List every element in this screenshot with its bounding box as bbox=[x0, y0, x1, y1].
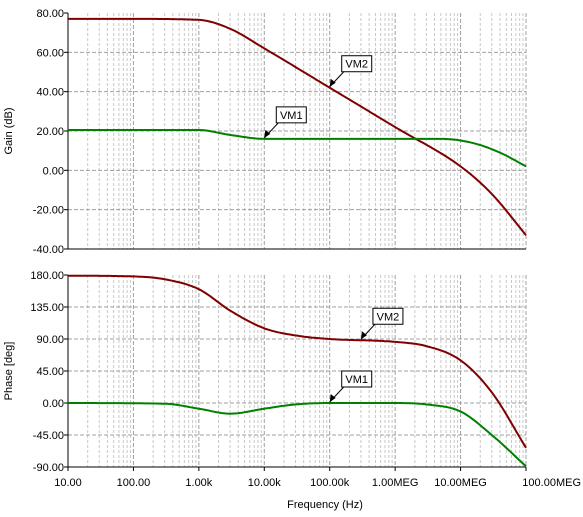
phase-series-vm2-line bbox=[68, 274, 527, 449]
gain-annotation-box bbox=[275, 106, 307, 124]
gain-y-tick-label: 40.00 bbox=[36, 87, 64, 99]
gain-y-tick-label: -20.00 bbox=[33, 205, 64, 217]
phase-y-tick-label: 135.00 bbox=[30, 302, 64, 314]
phase-annotation-box bbox=[372, 307, 404, 325]
gain-annotation-box bbox=[341, 55, 373, 73]
phase-y-tick-label: 0.00 bbox=[43, 398, 64, 410]
gain-panel: 80.00 60.00 40.00 20.00 0.00 -20.00 -40.00 Gain… bbox=[3, 8, 527, 256]
phase-y-tick-label: 90.00 bbox=[36, 334, 64, 346]
x-tick-label: 10.00 bbox=[54, 477, 82, 489]
phase-y-tick-label: -45.00 bbox=[33, 430, 64, 442]
gain-y-tick-label: 60.00 bbox=[36, 47, 64, 59]
gain-annotation-arrowhead bbox=[329, 78, 336, 87]
x-tick-label: 100.00MEG bbox=[522, 477, 581, 489]
phase-annotation-label: VM1 bbox=[345, 374, 368, 386]
gain-y-tick-label: 0.00 bbox=[43, 165, 64, 177]
x-tick-label: 100.00 bbox=[117, 477, 151, 489]
gain-y-tick-label: 80.00 bbox=[36, 8, 64, 20]
phase-panel: 180.00 135.00 90.00 45.00 0.00 -45.00 -90.00 Ph… bbox=[3, 270, 581, 489]
phase-y-tick-label: -90.00 bbox=[33, 462, 64, 474]
x-tick-label: 100.00k bbox=[310, 477, 350, 489]
gain-annotation-label: VM2 bbox=[345, 59, 368, 71]
gain-series-vm1-line bbox=[68, 129, 527, 168]
x-tick-label: 1.00k bbox=[185, 477, 212, 489]
gain-y-tick-label: -40.00 bbox=[33, 244, 64, 256]
phase-y-tick-label: 180.00 bbox=[30, 270, 64, 282]
x-tick-label: 1.00MEG bbox=[372, 477, 418, 489]
x-axis-label: Frequency (Hz) bbox=[287, 499, 363, 511]
phase-annotation-box bbox=[341, 370, 373, 388]
gain-y-axis-label: Gain (dB) bbox=[3, 107, 15, 154]
gain-annotation-label: VM1 bbox=[280, 110, 303, 122]
phase-y-tick-label: 45.00 bbox=[36, 366, 64, 378]
x-tick-label: 10.00k bbox=[248, 477, 282, 489]
gain-annotation-arrowhead bbox=[264, 129, 271, 138]
gain-series-vm2-line bbox=[68, 17, 527, 236]
phase-annotation-label: VM2 bbox=[377, 311, 400, 323]
phase-annotation-arrowhead bbox=[329, 394, 336, 402]
phase-series-vm1-line bbox=[68, 402, 527, 468]
phase-y-axis-label: Phase [deg] bbox=[3, 342, 15, 401]
x-tick-label: 10.00MEG bbox=[434, 477, 487, 489]
phase-annotation-arrowhead bbox=[360, 331, 367, 340]
gain-y-tick-label: 20.00 bbox=[36, 126, 64, 138]
